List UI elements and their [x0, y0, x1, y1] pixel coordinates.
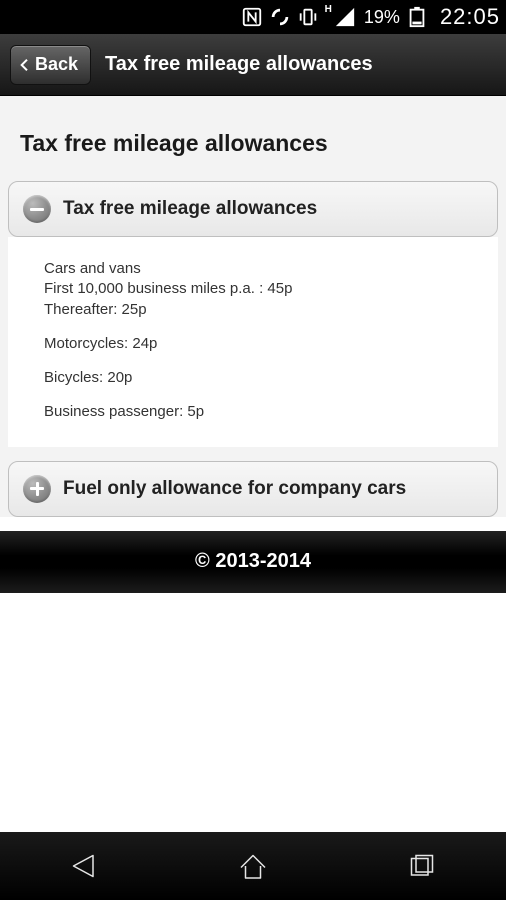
battery-icon [406, 6, 428, 28]
status-clock: 22:05 [440, 4, 500, 30]
accordion-fuel-title: Fuel only allowance for company cars [63, 478, 406, 500]
header-title: Tax free mileage allowances [105, 53, 373, 76]
android-status-bar: H 19% 22:05 [0, 0, 506, 34]
mileage-line-1: Cars and vans [44, 260, 141, 277]
vibrate-icon [297, 6, 319, 28]
nfc-icon [241, 6, 263, 28]
mileage-cars-block: Cars and vans First 10,000 business mile… [44, 259, 478, 320]
mileage-line-3: Thereafter: 25p [44, 301, 147, 318]
nav-home-icon[interactable] [235, 848, 271, 884]
accordion-mileage: Tax free mileage allowances Cars and van… [8, 181, 498, 447]
footer-copyright: © 2013-2014 [0, 531, 506, 593]
battery-percent: 19% [364, 7, 400, 28]
accordion-fuel-header[interactable]: Fuel only allowance for company cars [8, 461, 498, 517]
accordion-mileage-header[interactable]: Tax free mileage allowances [8, 181, 498, 237]
accordion-mileage-title: Tax free mileage allowances [63, 198, 317, 220]
chevron-left-icon [17, 57, 33, 73]
accordion-fuel: Fuel only allowance for company cars [8, 461, 498, 517]
content-area: Tax free mileage allowances Tax free mil… [0, 96, 506, 517]
page-title: Tax free mileage allowances [0, 96, 506, 181]
nav-recent-icon[interactable] [404, 848, 440, 884]
expand-icon [23, 475, 51, 503]
app-header: Back Tax free mileage allowances [0, 34, 506, 96]
mileage-bicycles: Bicycles: 20p [44, 368, 478, 388]
mileage-motorcycles: Motorcycles: 24p [44, 334, 478, 354]
blank-space [0, 593, 506, 825]
back-button[interactable]: Back [10, 45, 91, 85]
mileage-passenger: Business passenger: 5p [44, 402, 478, 422]
signal-icon [334, 6, 356, 28]
back-button-label: Back [35, 54, 78, 75]
network-type-label: H [325, 4, 332, 15]
android-nav-bar [0, 832, 506, 900]
collapse-icon [23, 195, 51, 223]
nav-back-icon[interactable] [66, 848, 102, 884]
mileage-line-2: First 10,000 business miles p.a. : 45p [44, 280, 292, 297]
status-icon-cluster: H 19% 22:05 [241, 4, 500, 30]
sync-icon [269, 6, 291, 28]
accordion-mileage-body: Cars and vans First 10,000 business mile… [8, 237, 498, 447]
